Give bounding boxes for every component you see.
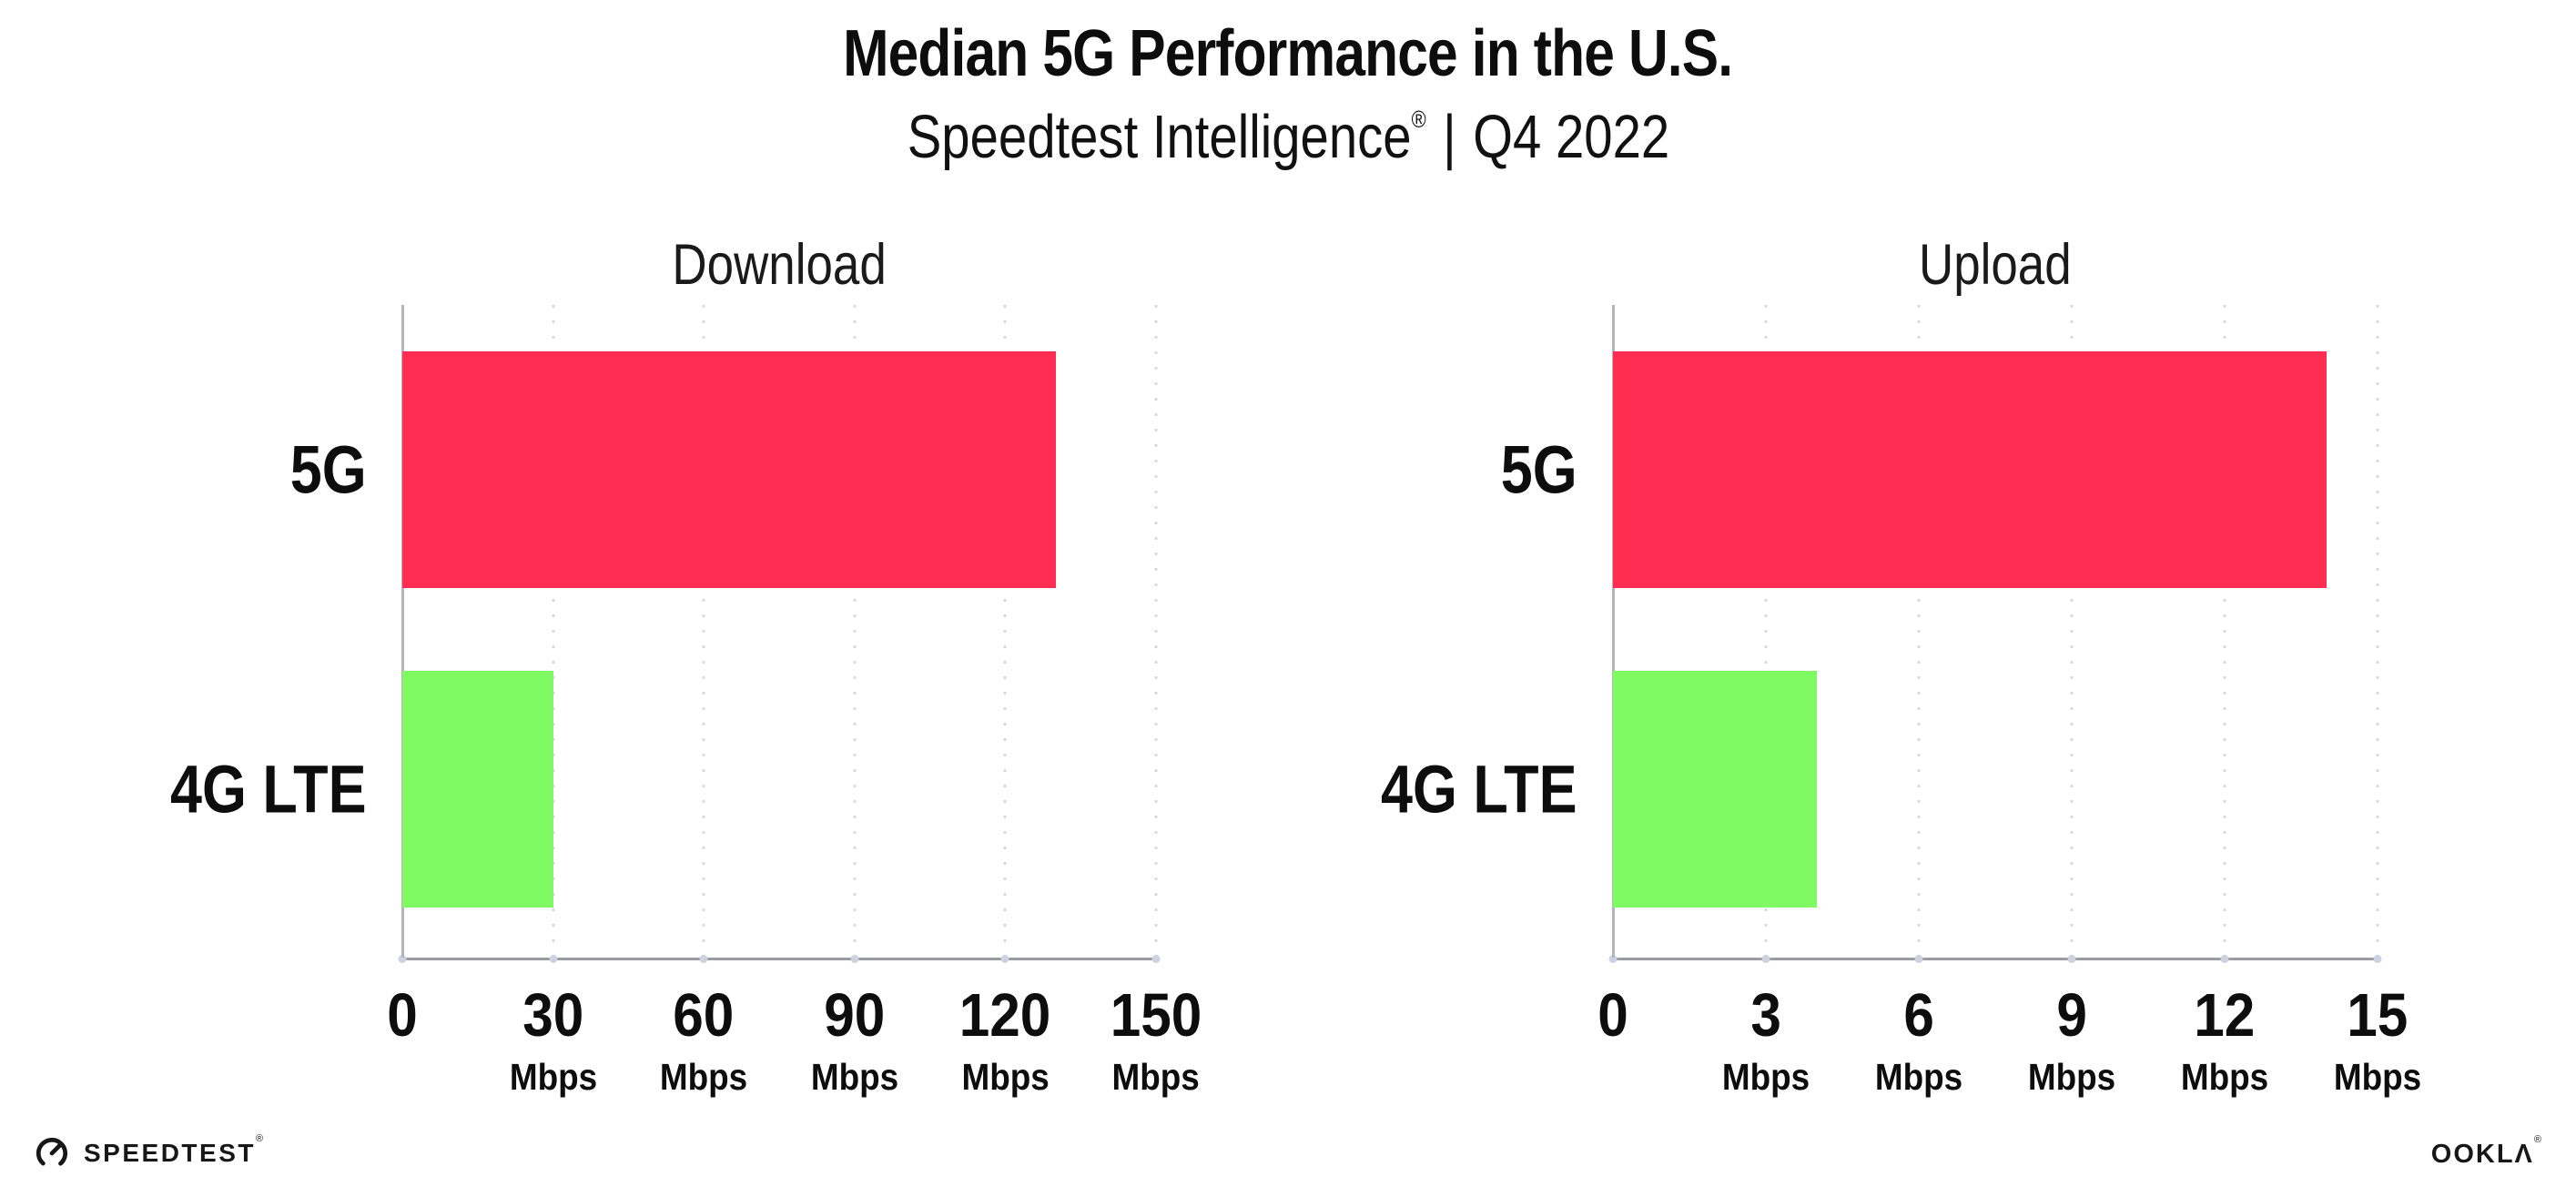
subtitle-period: Q4 2022: [1472, 103, 1669, 171]
subtitle-brand: Speedtest Intelligence: [907, 103, 1412, 171]
axis-tick-dot: [2373, 955, 2382, 963]
x-tick-label-120: 120 Mbps: [959, 981, 1051, 1098]
registered-mark-icon: ®: [1411, 106, 1426, 133]
subtitle-divider: |: [1442, 103, 1456, 171]
axis-tick-dot: [398, 955, 407, 963]
x-tick-label-6: 6 Mbps: [1874, 981, 1963, 1098]
x-tick-label-0: 0: [1597, 981, 1628, 1050]
gridline-30: [552, 305, 555, 958]
x-tick-label-30: 30 Mbps: [509, 981, 597, 1098]
axis-tick-dot: [1761, 955, 1770, 963]
axis-tick-dot: [1000, 955, 1009, 963]
page-subtitle: Speedtest Intelligence® | Q4 2022: [0, 102, 2576, 172]
gridline-15: [2376, 305, 2379, 958]
category-label-4g-lte: 4G LTE: [170, 751, 367, 827]
gridline-3: [1764, 305, 1768, 958]
x-tick-label-12: 12 Mbps: [2180, 981, 2269, 1098]
bar-5g: [1613, 351, 2327, 588]
axis-tick-dot: [549, 955, 558, 963]
y-axis-line: [1612, 305, 1615, 958]
axis-tick-dot: [1608, 955, 1618, 963]
x-tick-label-0: 0: [387, 981, 418, 1050]
gridline-90: [853, 305, 857, 958]
x-tick-label-15: 15 Mbps: [2333, 981, 2422, 1098]
gridline-150: [1154, 305, 1158, 958]
speedtest-gauge-icon: [35, 1137, 68, 1170]
registered-mark-icon: ®: [2533, 1134, 2543, 1145]
gridline-12: [2223, 305, 2226, 958]
download-plot-area: 5G 4G LTE 0 30 Mbps 60 Mbps 90 Mbps 120 Mbps 150 Mbp…: [170, 305, 1202, 1096]
axis-tick-dot: [850, 955, 859, 963]
download-chart: Download 5G 4G LTE 0 30 Mbps 60 Mbps 90 Mbps 120 M…: [170, 0, 1202, 1197]
upload-chart: Upload 5G 4G LTE 0 3 Mbps 6 Mbps 9 Mbps 12 Mbps 15 M…: [1381, 0, 2421, 1197]
x-tick-label-9: 9 Mbps: [2027, 981, 2116, 1098]
bar-5g: [402, 351, 1056, 588]
x-tick-label-90: 90 Mbps: [810, 981, 898, 1098]
upload-plot-area: 5G 4G LTE 0 3 Mbps 6 Mbps 9 Mbps 12 Mbps 15 Mbps: [1381, 305, 2421, 1096]
x-tick-label-150: 150 Mbps: [1110, 981, 1202, 1098]
category-label-5g: 5G: [1501, 431, 1577, 508]
bar-4g-lte: [402, 671, 553, 908]
download-chart-title: Download: [672, 233, 887, 297]
gridline-60: [702, 305, 705, 958]
registered-mark-icon: ®: [255, 1133, 266, 1144]
x-tick-label-60: 60 Mbps: [660, 981, 748, 1098]
ookla-logo: OOKLΛ®: [2430, 1134, 2543, 1170]
bar-4g-lte: [1613, 671, 1817, 908]
ookla-wordmark: OOKLΛ: [2430, 1140, 2534, 1169]
y-axis-line: [401, 305, 404, 958]
axis-tick-dot: [1151, 955, 1161, 963]
x-tick-label-3: 3 Mbps: [1721, 981, 1810, 1098]
upload-chart-title: Upload: [1919, 233, 2072, 297]
category-label-4g-lte: 4G LTE: [1381, 751, 1577, 827]
gridline-120: [1003, 305, 1007, 958]
axis-tick-dot: [2067, 955, 2076, 963]
speedtest-wordmark: SPEEDTEST®: [84, 1133, 266, 1167]
page-title: Median 5G Performance in the U.S.: [843, 17, 1733, 90]
gridline-9: [2070, 305, 2074, 958]
speedtest-logo: SPEEDTEST®: [33, 1133, 266, 1172]
axis-tick-dot: [1914, 955, 1923, 963]
axis-tick-dot: [699, 955, 708, 963]
category-label-5g: 5G: [290, 431, 367, 508]
axis-tick-dot: [2220, 955, 2229, 963]
gridline-6: [1917, 305, 1921, 958]
